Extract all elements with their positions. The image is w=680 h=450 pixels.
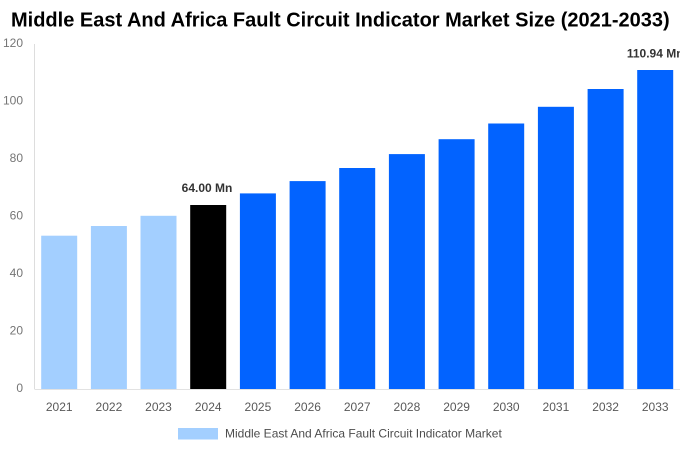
svg-text:2021: 2021 [46, 400, 73, 414]
svg-text:2026: 2026 [294, 400, 321, 414]
svg-text:Middle East And Africa Fault C: Middle East And Africa Fault Circuit Ind… [11, 10, 670, 32]
svg-text:110.94 Mn: 110.94 Mn [627, 47, 680, 61]
svg-text:120: 120 [3, 36, 23, 50]
svg-text:2029: 2029 [443, 400, 470, 414]
svg-text:2028: 2028 [394, 400, 421, 414]
svg-text:2033: 2033 [642, 400, 669, 414]
svg-text:60: 60 [10, 209, 24, 223]
svg-text:2024: 2024 [195, 400, 222, 414]
svg-text:2025: 2025 [245, 400, 272, 414]
svg-text:2032: 2032 [592, 400, 619, 414]
svg-text:2031: 2031 [543, 400, 570, 414]
svg-text:20: 20 [10, 324, 24, 338]
svg-text:2027: 2027 [344, 400, 371, 414]
svg-text:100: 100 [3, 94, 23, 108]
svg-text:2030: 2030 [493, 400, 520, 414]
svg-text:Middle East And Africa Fault C: Middle East And Africa Fault Circuit Ind… [225, 427, 502, 441]
svg-text:40: 40 [10, 266, 24, 280]
svg-text:80: 80 [10, 151, 24, 165]
svg-text:0: 0 [16, 381, 23, 395]
svg-text:2022: 2022 [96, 400, 123, 414]
svg-text:64.00 Mn: 64.00 Mn [182, 181, 233, 195]
svg-text:2023: 2023 [145, 400, 172, 414]
